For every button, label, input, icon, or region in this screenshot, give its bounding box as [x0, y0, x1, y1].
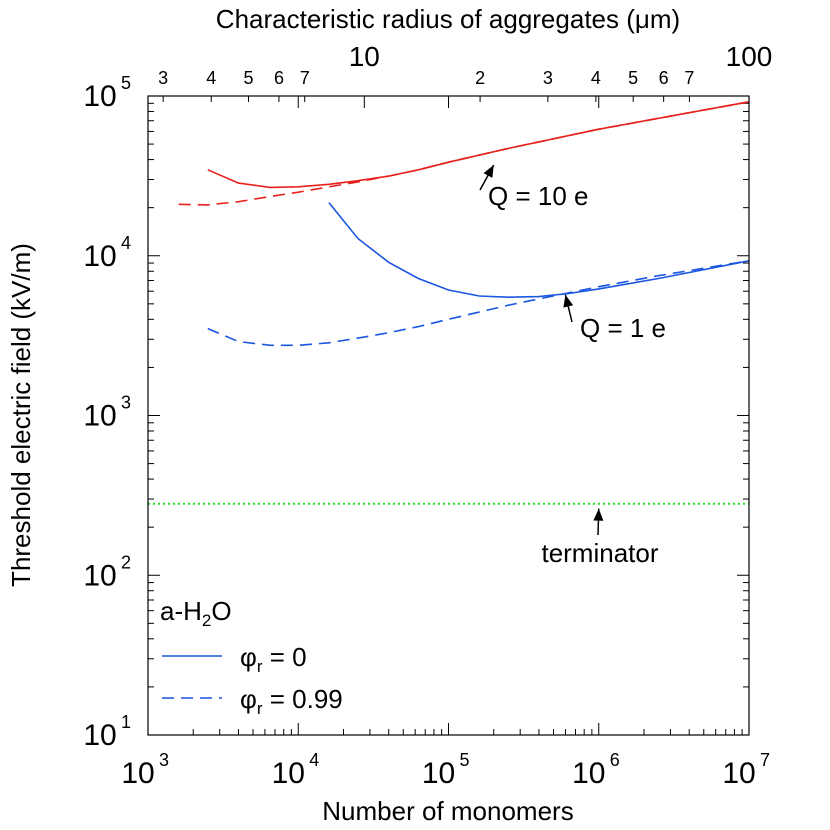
annotation-layer: Q = 10 e Q = 1 e terminator: [479, 164, 666, 568]
plot-frame: [147, 95, 750, 736]
top-minor-tick-label: 6: [274, 68, 284, 88]
annotation-arrow-q1: [563, 294, 574, 323]
series-line-2: [328, 202, 750, 299]
legend-title-subscript: 2: [202, 611, 211, 630]
top-minor-tick-label: 7: [300, 68, 310, 88]
series-line-1: [178, 101, 750, 206]
series-layer: [148, 101, 750, 505]
x-tick-label: 10: [272, 757, 305, 790]
legend-symbol: φ: [240, 642, 257, 672]
top-tick-label: 10: [349, 41, 380, 72]
legend-value: = 0.99: [263, 684, 343, 714]
x-tick-exponent: 6: [610, 750, 620, 770]
top-axis-label: Characteristic radius of aggregates (μm): [216, 4, 680, 34]
legend-title: a-H2O: [160, 596, 232, 630]
annotation-arrow-terminator: [593, 508, 604, 536]
top-tick-label: 100: [726, 41, 773, 72]
legend-subscript: r: [257, 657, 263, 676]
y-tick-exponent: 5: [121, 73, 131, 93]
annotation-arrow-terminator-head: [593, 508, 604, 521]
top-minor-tick-label: 7: [684, 68, 694, 88]
y-tick-label: 10: [83, 80, 116, 113]
y-tick-exponent: 4: [121, 233, 131, 253]
y-tick-exponent: 1: [121, 712, 131, 732]
y-tick-exponent: 3: [121, 393, 131, 413]
annotation-label-terminator: terminator: [541, 538, 658, 568]
x-tick-label: 10: [422, 757, 455, 790]
y-tick-label: 10: [83, 240, 116, 273]
top-minor-tick-label: 4: [591, 68, 601, 88]
x-axis-label: Number of monomers: [322, 796, 573, 826]
top-minor-tick-label: 5: [243, 68, 253, 88]
y-tick-label: 10: [83, 400, 116, 433]
annotation-arrow-q1-head: [563, 294, 574, 308]
legend-symbol: φ: [240, 684, 257, 714]
x-tick-label: 10: [572, 757, 605, 790]
top-minor-tick-label: 3: [543, 68, 553, 88]
legend-label-0: φr = 0: [240, 642, 307, 676]
top-minor-tick-label: 4: [206, 68, 216, 88]
y-tick-label: 10: [83, 719, 116, 752]
x-tick-exponent: 5: [459, 750, 469, 770]
top-minor-tick-label: 2: [475, 68, 485, 88]
annotation-arrow-q10: [479, 164, 495, 191]
annotation-label-q1: Q = 1 e: [580, 313, 666, 343]
top-minor-tick-label: 6: [659, 68, 669, 88]
legend-title-suffix: O: [211, 596, 231, 626]
top-minor-tick-label: 5: [628, 68, 638, 88]
annotation-label-q10: Q = 10 e: [488, 181, 588, 211]
x-tick-label: 10: [121, 757, 154, 790]
y-axis-label: Threshold electric field (kV/m): [6, 243, 36, 587]
annotation-arrow-q10-head: [483, 164, 494, 178]
y-tick-label: 10: [83, 559, 116, 592]
legend-title-prefix: a-H: [160, 596, 202, 626]
legend-label-1: φr = 0.99: [240, 684, 343, 718]
legend-value: = 0: [263, 642, 307, 672]
top-minor-tick-label: 3: [158, 68, 168, 88]
series-line-3: [207, 260, 750, 347]
legend-subscript: r: [257, 699, 263, 718]
x-tick-exponent: 7: [760, 750, 770, 770]
x-tick-exponent: 3: [159, 750, 169, 770]
y-tick-exponent: 2: [121, 552, 131, 572]
x-tick-exponent: 4: [309, 750, 319, 770]
x-tick-label: 10: [722, 757, 755, 790]
